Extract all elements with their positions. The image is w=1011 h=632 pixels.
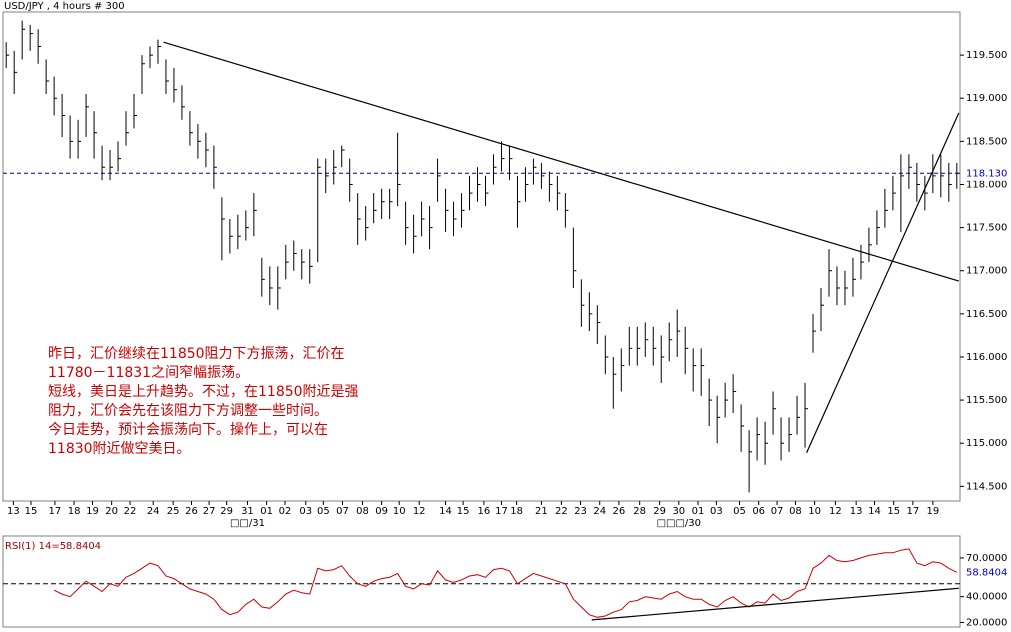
- x-tick-label: 29: [220, 506, 233, 517]
- x-tick-label: 17: [495, 506, 508, 517]
- chart-title: USD/JPY , 4 hours # 300: [4, 1, 125, 12]
- y-tick-label: 20.0000: [966, 617, 1007, 628]
- x-tick-label: 13: [7, 506, 20, 517]
- x-tick-label: 25: [167, 506, 180, 517]
- x-group-label: □□/31: [230, 518, 265, 529]
- x-tick-label: 05: [317, 506, 330, 517]
- current-price-label: 118.130: [966, 168, 1007, 179]
- rsi-line: [53, 548, 958, 618]
- x-tick-label: 14: [439, 506, 452, 517]
- y-tick-label: 115.000: [966, 438, 1007, 449]
- x-tick-label: 15: [457, 506, 470, 517]
- x-tick-label: 30: [672, 506, 685, 517]
- x-tick-label: 24: [147, 506, 160, 517]
- y-tick-label: 114.500: [966, 481, 1007, 492]
- x-tick-label: 03: [299, 506, 312, 517]
- x-tick-label: 01: [692, 506, 705, 517]
- y-tick-label: 117.000: [966, 266, 1007, 277]
- x-tick-label: 02: [279, 506, 292, 517]
- x-tick-label: 29: [653, 506, 666, 517]
- annotation: 短线，美日是上升趋势。不过，在11850附近是强: [48, 384, 359, 400]
- trendline: [806, 112, 960, 453]
- x-tick-label: 18: [510, 506, 523, 517]
- x-tick-label: 10: [808, 506, 821, 517]
- annotation: 11780－11831之间窄幅振荡。: [48, 364, 249, 381]
- x-tick-label: 03: [710, 506, 723, 517]
- x-tick-label: 07: [336, 506, 349, 517]
- y-tick-label: 70.0000: [966, 553, 1007, 564]
- annotation: 11830附近做空美日。: [48, 441, 191, 457]
- x-tick-label: 08: [789, 506, 802, 517]
- x-tick-label: 19: [86, 506, 99, 517]
- y-tick-label: 117.500: [966, 223, 1007, 234]
- x-tick-label: 15: [887, 506, 900, 517]
- x-tick-label: 31: [241, 506, 254, 517]
- x-tick-label: 27: [203, 506, 216, 517]
- trendline: [591, 587, 959, 621]
- y-tick-label: 40.0000: [966, 592, 1007, 603]
- x-tick-label: 13: [850, 506, 863, 517]
- x-tick-label: 21: [535, 506, 548, 517]
- price-pane: [2, 11, 961, 502]
- x-tick-label: 28: [633, 506, 646, 517]
- y-tick-label: 116.000: [966, 352, 1007, 363]
- y-tick-label: 119.000: [966, 93, 1007, 104]
- x-tick-label: 19: [926, 506, 939, 517]
- annotation: 今日走势，预计会振荡向下。操作上，可以在: [48, 422, 328, 438]
- x-tick-label: 17: [49, 506, 62, 517]
- x-tick-label: 20: [105, 506, 118, 517]
- x-tick-label: 09: [375, 506, 388, 517]
- x-tick-label: 07: [771, 506, 784, 517]
- annotation: 昨日，汇价继续在11850阻力下方振荡，汇价在: [48, 345, 345, 362]
- x-tick-label: 05: [733, 506, 746, 517]
- rsi-pane: [2, 535, 961, 628]
- x-tick-label: 08: [356, 506, 369, 517]
- x-tick-label: 15: [25, 506, 38, 517]
- x-group-label: □□□/30: [657, 518, 701, 529]
- rsi-current-label: 58.8404: [966, 567, 1007, 578]
- rsi-title: RSI(1) 14=58.8404: [5, 541, 101, 552]
- x-tick-label: 18: [68, 506, 81, 517]
- x-tick-label: 10: [393, 506, 406, 517]
- y-tick-label: 118.000: [966, 179, 1007, 190]
- x-tick-label: 14: [868, 506, 881, 517]
- x-tick-label: 16: [478, 506, 491, 517]
- x-tick-label: 26: [185, 506, 198, 517]
- x-tick-label: 22: [555, 506, 568, 517]
- x-tick-label: 17: [907, 506, 920, 517]
- y-tick-label: 118.500: [966, 136, 1007, 147]
- y-tick-label: 115.500: [966, 395, 1007, 406]
- x-tick-label: 24: [593, 506, 606, 517]
- x-tick-label: 23: [574, 506, 587, 517]
- current-price-box: [961, 165, 1009, 181]
- x-tick-label: 12: [829, 506, 842, 517]
- y-tick-label: 119.500: [966, 50, 1007, 61]
- x-tick-label: 12: [413, 506, 426, 517]
- trendline: [163, 41, 959, 282]
- y-tick-label: 116.500: [966, 309, 1007, 320]
- x-tick-label: 26: [613, 506, 626, 517]
- x-tick-label: 06: [752, 506, 765, 517]
- x-tick-label: 01: [260, 506, 273, 517]
- annotation: 阻力，汇价会先在该阻力下方调整一些时间。: [48, 403, 328, 419]
- x-tick-label: 22: [124, 506, 137, 517]
